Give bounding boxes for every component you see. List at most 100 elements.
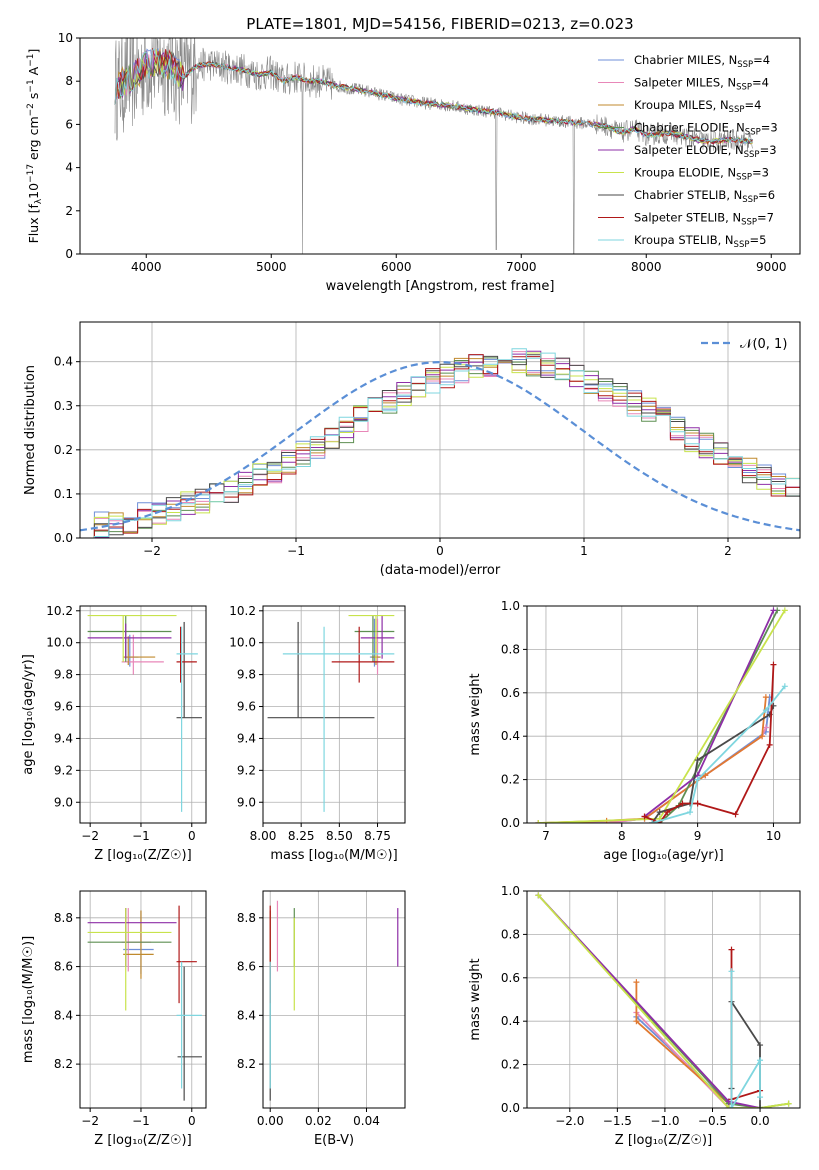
y-label-part: 10	[26, 183, 41, 199]
mass-weight-marker	[694, 800, 701, 807]
y-tick-label: 0.0	[54, 531, 73, 545]
age-vs-metallicity-panel: −2 −1 0 9.0 9.2 9.4 9.6 9.8 10.0 10.2 Z [log₁₀(Z/Z…	[21, 604, 207, 863]
legend-eq: =7	[757, 211, 774, 225]
x-axis-label: mass [log₁₀(M/M☉)]	[270, 848, 397, 863]
y-tick-label: 9.8	[237, 668, 256, 682]
legend-sub: SSP	[742, 195, 758, 205]
legend-label: Chabrier STELIB, NSSP=6	[634, 188, 775, 205]
y-tick-label: 0.2	[501, 773, 520, 787]
y-tick-label: 9.4	[237, 731, 256, 745]
plot-content	[535, 607, 788, 823]
mass-weight-marker	[725, 1105, 732, 1108]
mass-weight-line-chabrier-miles	[538, 697, 771, 823]
mass-weight-line-salpeter-elodie	[537, 894, 761, 1108]
y-tick-label: 0.4	[501, 729, 520, 743]
y-tick-label: 10	[58, 31, 73, 45]
mass-weight-line-kroupa-miles	[538, 697, 767, 823]
y-axis-label: mass weight	[468, 673, 483, 755]
y-tick-label: 2	[65, 204, 73, 218]
y-tick-label: 0.2	[501, 1058, 520, 1072]
mass-weight-marker	[762, 707, 769, 714]
y-tick-label: 0.1	[54, 487, 73, 501]
legend-sub: SSP	[729, 105, 745, 115]
legend-eq: =3	[761, 121, 778, 135]
y-tick-label: 0.6	[501, 686, 520, 700]
x-axis-label: Z [log₁₀(Z/Z☉)]	[94, 1133, 191, 1148]
mass-weight-marker	[770, 661, 777, 668]
plot-content	[87, 905, 202, 1101]
legend-label: Chabrier ELODIE, NSSP=3	[634, 121, 778, 138]
legend-label: Kroupa ELODIE, NSSP=3	[634, 166, 769, 183]
plot-content	[87, 614, 202, 812]
x-tick-label: 8.50	[326, 829, 353, 843]
y-label-part: erg cm	[26, 116, 41, 164]
axes-frame	[79, 37, 801, 255]
y-tick-label: 9.8	[54, 668, 73, 682]
mass-weight-marker	[694, 776, 701, 783]
legend-eq: =4	[753, 53, 770, 67]
y-tick-label: 9.0	[237, 795, 256, 809]
legend-sub: SSP	[736, 83, 752, 93]
x-tick-label: −1	[132, 829, 150, 843]
x-tick-label: 4000	[131, 260, 162, 274]
y-tick-label: 9.2	[54, 763, 73, 777]
mass-weight-marker	[694, 757, 701, 764]
legend-eq: =3	[752, 166, 769, 180]
y-tick-label: 9.0	[54, 795, 73, 809]
plot-content	[267, 614, 395, 812]
legend-text: Kroupa MILES, N	[634, 98, 729, 112]
residual-hist-salpeter-stelib	[80, 354, 800, 538]
x-tick-label: −1.0	[650, 1114, 679, 1128]
residual-hist-chabrier-stelib	[80, 354, 800, 538]
x-tick-label: 5000	[256, 260, 287, 274]
y-axis-label: age [log₁₀(age/yr)]	[21, 654, 36, 775]
axes-frame	[79, 605, 207, 824]
y-tick-label: 6	[65, 117, 73, 131]
x-tick-label: 0.02	[305, 1114, 332, 1128]
x-tick-label: 2	[724, 544, 732, 558]
mass-weight-marker	[781, 683, 788, 690]
x-tick-label: −2	[81, 1114, 99, 1128]
y-label-part: Flux [f	[26, 204, 41, 244]
mass-weight-marker	[664, 809, 671, 816]
mass-weight-marker	[766, 741, 773, 748]
legend-eq: =4	[752, 76, 769, 90]
mass-weight-marker	[535, 820, 542, 823]
x-axis-label: wavelength [Angstrom, rest frame]	[326, 279, 555, 294]
mass-weight-marker	[757, 1105, 764, 1108]
mass-weight-line-salpeter-miles	[538, 727, 767, 823]
x-axis-label: E(B-V)	[314, 1133, 354, 1148]
spectrum-panel: 4000 5000 6000 7000 8000 9000 0 2 4 6 8 10 wavelengt…	[26, 31, 801, 294]
y-axis-label: mass weight	[468, 958, 483, 1040]
legend-text: Chabrier STELIB, N	[634, 188, 742, 202]
residuals-panel: −2 −1 0 1 2 0.0 0.1 0.2 0.3 0.4 (data-model)/error…	[23, 321, 801, 578]
mass-weight-marker	[757, 1094, 764, 1101]
legend-text: Chabrier MILES, N	[634, 53, 737, 67]
y-tick-label: 0.4	[501, 1014, 520, 1028]
mass-weight-marker	[757, 1057, 764, 1064]
y-tick-label: 0.0	[501, 816, 520, 830]
y-tick-label: 0.4	[54, 355, 73, 369]
plot-content	[114, 38, 753, 254]
legend-text: Kroupa ELODIE, N	[634, 166, 736, 180]
mass-weight-vs-metallicity-panel: −2.0 −1.5 −1.0 −0.5 0.0 0.0 0.2 0.4 0.6 0.8 1.0 Z […	[468, 884, 801, 1148]
legend-eq: =3	[760, 143, 777, 157]
y-tick-label: 9.4	[54, 731, 73, 745]
mass-weight-marker	[633, 1018, 640, 1025]
y-axis-label: Normed distribution	[23, 365, 38, 495]
mass-weight-marker	[757, 1042, 764, 1049]
mass-weight-marker	[728, 1105, 735, 1108]
mass-vs-ebv-panel: 0.00 0.02 0.04 8.2 8.4 8.6 8.8 E(B-V)	[237, 890, 406, 1148]
legend-label: Salpeter MILES, NSSP=4	[634, 76, 769, 93]
mass-weight-marker	[687, 809, 694, 816]
legend-sub: SSP	[744, 150, 760, 160]
legend-text: Kroupa STELIB, N	[634, 233, 734, 247]
mass-weight-marker	[702, 772, 709, 779]
x-axis-label: Z [log₁₀(Z/Z☉)]	[94, 848, 191, 863]
y-tick-label: 10.2	[229, 604, 256, 618]
y-tick-label: 0.3	[54, 399, 73, 413]
mass-weight-marker	[679, 800, 686, 807]
x-tick-label: 10	[766, 829, 781, 843]
y-tick-label: 1.0	[501, 884, 520, 898]
x-tick-label: 0.04	[353, 1114, 380, 1128]
